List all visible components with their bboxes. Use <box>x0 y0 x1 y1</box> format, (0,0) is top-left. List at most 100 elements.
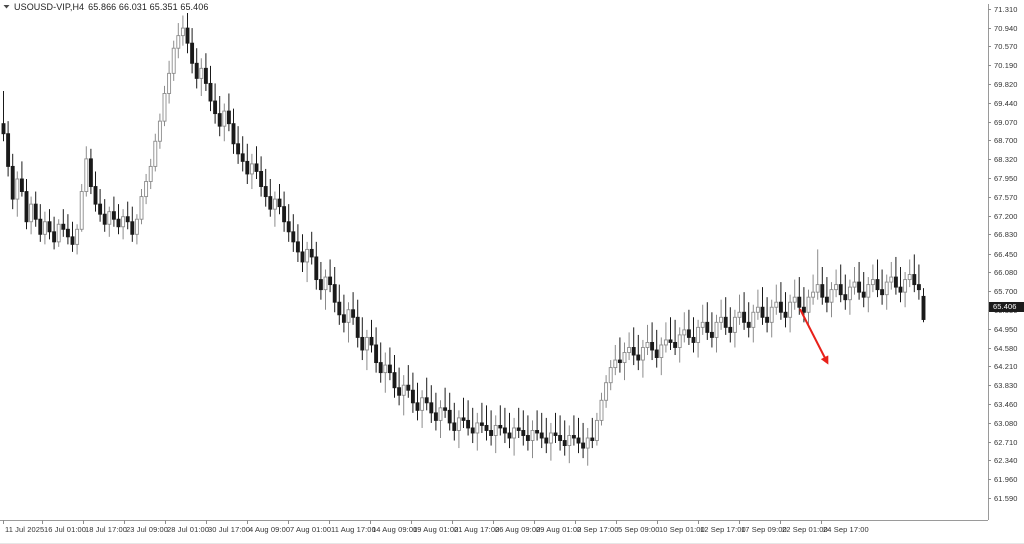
candlestick <box>640 339 645 378</box>
time-tick-label: 14 Aug 09:00 <box>372 525 418 534</box>
red-down-arrow-annotation[interactable] <box>799 308 829 365</box>
candle-body <box>318 279 323 291</box>
candlestick <box>737 294 742 325</box>
candlestick <box>194 48 199 89</box>
candlestick <box>75 224 80 255</box>
candle-body <box>374 344 379 364</box>
candle-body <box>305 248 310 263</box>
candlestick <box>1 90 6 142</box>
candlestick <box>19 161 24 197</box>
candle-body <box>360 336 365 351</box>
price-axis[interactable]: 71.310 70.940 70.570 70.190 69.820 69.440 69.0… <box>988 0 1024 520</box>
candle-body <box>134 218 139 235</box>
candle-body <box>272 198 277 210</box>
candlestick <box>240 136 245 172</box>
candlestick <box>581 422 586 459</box>
time-tick-label: 22 Sep 01:00 <box>782 525 828 534</box>
candlestick <box>907 259 912 288</box>
candlestick <box>282 191 287 232</box>
price-tick-mark <box>988 460 991 462</box>
time-tick-label: 26 Aug 09:00 <box>495 525 541 534</box>
candle-body <box>847 286 852 301</box>
candlestick <box>355 299 360 348</box>
candle-body <box>834 284 839 291</box>
candle-body <box>723 316 728 328</box>
candle-body <box>742 311 747 323</box>
price-tick-label: 66.080 <box>994 268 1018 278</box>
candlestick <box>797 277 802 315</box>
candle-body <box>682 329 687 336</box>
candle-body <box>328 276 333 286</box>
candle-body <box>512 427 517 439</box>
candle-body <box>907 274 912 281</box>
candlestick <box>139 189 144 225</box>
candle-body <box>222 110 227 127</box>
price-tick-mark <box>988 291 991 293</box>
candle-body <box>268 196 273 210</box>
candlestick <box>645 324 650 356</box>
candle-body <box>88 158 93 187</box>
candlestick <box>259 156 264 197</box>
candle-body <box>617 359 622 364</box>
candlestick <box>111 196 116 227</box>
price-tick: 63.080 <box>988 419 1024 428</box>
time-tick-label: 19 Aug 01:00 <box>413 525 459 534</box>
candle-body <box>180 27 185 37</box>
candle-body <box>673 341 678 348</box>
time-tick-label: 24 Sep 17:00 <box>823 525 869 534</box>
price-tick: 65.700 <box>988 287 1024 296</box>
time-tick-mark <box>698 520 699 524</box>
candle-body <box>185 27 190 44</box>
candlestick <box>631 327 636 366</box>
price-tick-label: 67.950 <box>994 174 1018 184</box>
candle-body <box>406 384 411 391</box>
price-tick-mark <box>988 366 991 368</box>
candlestick <box>134 214 139 245</box>
price-tick: 67.570 <box>988 193 1024 202</box>
chart-plot-area[interactable] <box>0 13 988 520</box>
price-tick: 63.830 <box>988 381 1024 390</box>
candle-body <box>613 359 618 369</box>
candle-body <box>70 236 75 245</box>
time-axis[interactable]: 11 Jul 2025 16 Jul 01:00 18 Jul 17:00 23 Ju… <box>0 520 988 544</box>
price-tick: 70.570 <box>988 42 1024 51</box>
candlestick <box>245 143 250 185</box>
candle-body <box>351 309 356 318</box>
candle-body <box>912 274 917 286</box>
candle-body <box>530 430 535 441</box>
candle-body <box>479 422 484 426</box>
candlestick <box>843 274 848 310</box>
chevron-down-icon[interactable] <box>3 3 10 10</box>
candle-body <box>788 301 793 318</box>
time-tick-label: 30 Jul 17:00 <box>208 525 251 534</box>
price-tick: 68.320 <box>988 155 1024 164</box>
candlestick <box>263 168 268 207</box>
candle-body <box>56 223 61 243</box>
candlestick <box>378 342 383 383</box>
candlestick <box>903 272 908 308</box>
candlestick <box>815 249 820 300</box>
candle-body <box>190 42 195 64</box>
candlestick <box>613 344 618 376</box>
candlestick <box>157 113 162 149</box>
candlestick <box>696 319 701 358</box>
candlestick <box>387 347 392 381</box>
candle-body <box>576 437 581 444</box>
candle-body <box>498 424 503 429</box>
candlestick <box>502 407 507 444</box>
candle-body <box>700 321 705 328</box>
candle-body <box>594 419 599 441</box>
candlestick <box>318 261 323 300</box>
candlestick <box>226 93 231 132</box>
candlestick <box>447 392 452 431</box>
price-tick-mark <box>988 65 991 67</box>
candlestick <box>268 178 273 217</box>
candle-body <box>291 231 296 243</box>
candlestick <box>732 309 737 348</box>
candle-body <box>84 158 89 193</box>
candle-body <box>282 206 287 223</box>
candlestick <box>420 390 425 428</box>
candle-body <box>144 181 149 198</box>
candle-body <box>111 211 116 220</box>
candle-body <box>208 82 213 102</box>
